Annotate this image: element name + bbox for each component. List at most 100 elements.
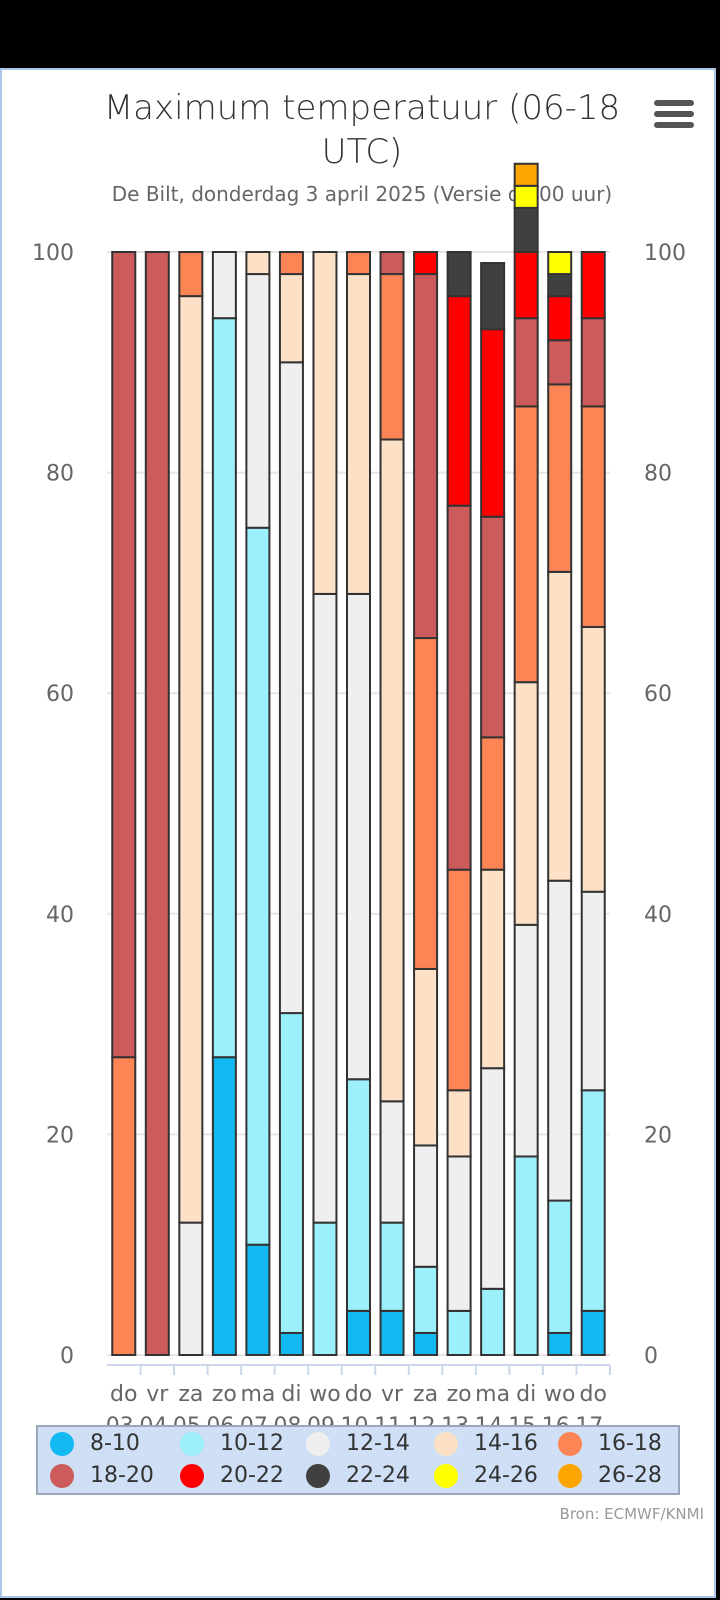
bar-segment [547,251,573,276]
x-tick-label-day: vr [381,1382,404,1407]
legend-color-dot-icon [50,1463,74,1488]
legend-item[interactable]: 16-18 [558,1431,662,1456]
legend-label: 24-26 [474,1463,538,1488]
bar-segment [480,328,506,518]
bar-segment [513,251,539,320]
bar-segment [379,1309,405,1357]
legend-color-dot-icon [180,1463,204,1488]
legend-color-dot-icon [434,1431,458,1456]
legend-label: 8-10 [90,1431,140,1456]
legend-item[interactable]: 12-14 [306,1431,410,1456]
bar-segment [446,1089,472,1158]
bar-segment [211,1056,237,1356]
legend-label: 12-14 [346,1431,410,1456]
y-tick-label-left: 80 [46,462,74,487]
legend-item[interactable]: 8-10 [50,1431,140,1456]
legend-item[interactable]: 18-20 [50,1463,154,1488]
bar-segment [446,251,472,298]
y-tick-label-right: 40 [644,903,672,928]
bar-segment [513,1155,539,1356]
y-tick-label-right: 20 [644,1123,672,1148]
bar-segment [480,736,506,871]
x-tick-label-day: do [110,1382,137,1407]
chart-title: Maximum temperatuur (06-18 UTC) [103,88,621,172]
bar-segment [278,273,304,364]
bar-segment [278,361,304,1015]
bar-segment [580,626,606,893]
bar-segment [211,317,237,1059]
legend-item[interactable]: 14-16 [434,1431,538,1456]
x-tick-label-day: di [516,1382,536,1407]
bar-segment [547,1331,573,1356]
bar-segment [513,681,539,926]
bar-segment [413,1331,439,1356]
legend-color-dot-icon [306,1431,330,1456]
bar-segment [278,1012,304,1334]
x-tick-label-day: ma [240,1382,275,1407]
bar-segment [346,251,371,276]
legend-color-dot-icon [558,1431,582,1456]
bar-segment [480,1287,506,1356]
legend-item[interactable]: 22-24 [306,1463,410,1488]
bar-segment [312,592,338,1224]
bar-segment [111,251,137,1059]
legend-label: 18-20 [90,1463,154,1488]
bar-segment [346,273,371,595]
bar-segment [379,273,405,441]
bar-segment [580,1309,606,1357]
y-tick-label-left: 40 [46,903,74,928]
legend-item[interactable]: 20-22 [180,1463,284,1488]
bar-segment [547,570,573,882]
y-tick-label-left: 20 [46,1123,74,1148]
bar-segment [245,1243,271,1356]
bar-segment [513,206,539,254]
legend-item[interactable]: 26-28 [558,1463,662,1488]
legend-color-dot-icon [50,1431,74,1456]
legend-color-dot-icon [434,1463,458,1488]
legend-label: 10-12 [220,1431,284,1456]
bar-segment [346,592,371,1081]
bar-segment [580,405,606,629]
y-tick-label-left: 0 [60,1344,74,1369]
bar-segment [513,162,539,187]
y-tick-label-right: 100 [644,241,686,266]
bar-segment [446,504,472,871]
bar-segment [446,1155,472,1312]
legend-item[interactable]: 24-26 [434,1463,538,1488]
bar-segment [446,295,472,507]
x-tick-label-day: zo [447,1382,472,1407]
bar-segment [547,879,573,1202]
bar-segment [245,251,271,276]
bar-segment [278,1331,304,1356]
bar-segment [346,1078,371,1312]
bar-segment [480,515,506,739]
hamburger-menu-icon[interactable] [654,100,694,130]
x-tick-label-day: wo [544,1382,575,1407]
bar-segment [379,1221,405,1312]
y-tick-label-right: 80 [644,462,672,487]
bar-segment [513,317,539,408]
legend-item[interactable]: 10-12 [180,1431,284,1456]
x-tick-label-day: wo [309,1382,340,1407]
bar-segment [580,1089,606,1312]
bar-segment [513,405,539,684]
x-tick-label-day: za [178,1382,203,1407]
x-tick-label-day: vr [146,1382,169,1407]
bar-segment [245,273,271,529]
legend-label: 26-28 [598,1463,662,1488]
bar-segment [413,273,439,640]
bar-segment [379,1100,405,1224]
bar-segment [178,295,204,1224]
legend-color-dot-icon [558,1463,582,1488]
bar-segment [580,317,606,408]
bar-segment [547,383,573,573]
x-tick-label-day: zo [212,1382,237,1407]
legend-color-dot-icon [306,1463,330,1488]
bar-segment [379,251,405,276]
bar-segment [547,339,573,386]
x-tick-label-day: za [413,1382,438,1407]
bar-segment [178,251,204,298]
x-tick-label-day: do [580,1382,607,1407]
bar-segment [278,251,304,276]
legend-label: 20-22 [220,1463,284,1488]
